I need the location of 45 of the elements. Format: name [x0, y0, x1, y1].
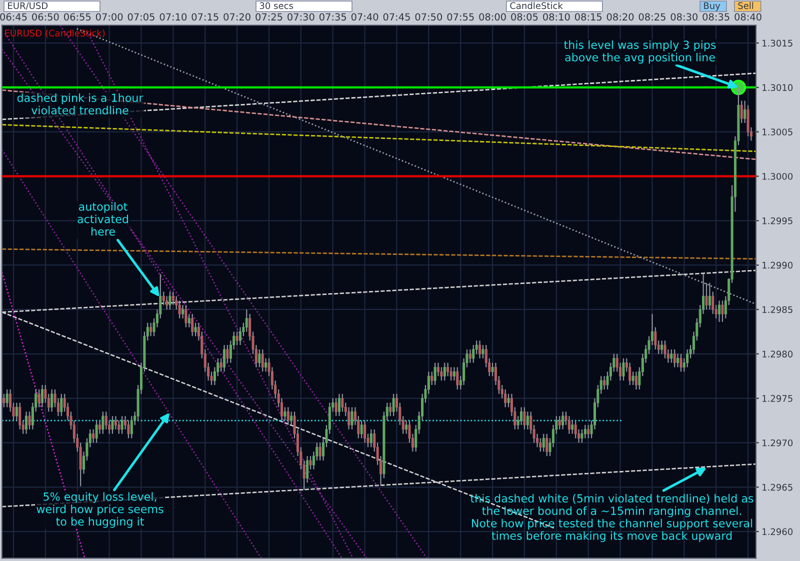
x-tick-label: 07:55 — [447, 13, 474, 21]
y-tick-label: 1.2990 — [762, 262, 793, 269]
y-tick-label: 1.2980 — [762, 350, 793, 358]
x-tick-label: 08:20 — [606, 13, 634, 21]
x-tick-label: 07:40 — [351, 13, 378, 21]
text: Buy — [704, 2, 720, 11]
x-tick-label: 07:50 — [415, 13, 442, 21]
y-tick-label: 1.2975 — [762, 395, 792, 402]
y-tick-label: 1.3000 — [762, 172, 793, 180]
x-tick-label: 07:15 — [192, 13, 218, 21]
y-tick-label: 1.2985 — [762, 306, 792, 314]
y-tick-label: 1.2965 — [762, 484, 792, 491]
annotation: dashed pink is a 1hour violated trendline — [17, 93, 144, 114]
y-tick-label: 1.3015 — [762, 40, 792, 47]
x-tick-label: 08:40 — [734, 13, 762, 21]
x-tick-label: 08:25 — [638, 13, 666, 21]
y-tick-label: 1.2995 — [762, 217, 792, 224]
x-tick-label: 08:15 — [574, 13, 602, 21]
x-tick-label: 08:35 — [702, 13, 730, 21]
text: Sell — [738, 2, 754, 10]
y-tick-label: 1.2960 — [762, 528, 793, 536]
x-tick-label: 07:00 — [96, 13, 123, 21]
annotation: this level was simply 3 pips above the avg position line — [564, 40, 716, 64]
y-tick-label: 1.3005 — [762, 128, 792, 136]
text: CandleStick — [510, 2, 563, 10]
x-tick-label: 08:00 — [479, 13, 506, 21]
x-tick-label: 07:20 — [224, 13, 250, 21]
y-tick-label: 1.2970 — [762, 439, 793, 446]
x-tick-label: 07:35 — [319, 13, 346, 21]
annotation: autopilot activated here — [78, 202, 128, 236]
text: EUR/USD — [8, 2, 48, 10]
x-tick-label: 08:05 — [511, 13, 538, 21]
x-tick-label: 07:10 — [160, 13, 187, 21]
x-tick-label: 07:25 — [256, 13, 282, 21]
text: 30 secs — [260, 2, 294, 10]
y-tick-label: 1.3010 — [762, 84, 793, 91]
annotation: 5% equity loss level, weird how price seems to be hugging it — [36, 492, 164, 528]
x-tick-label: 06:55 — [64, 13, 91, 21]
x-tick-label: 08:10 — [543, 13, 570, 21]
x-tick-label: 07:30 — [288, 13, 314, 21]
x-tick-label: 07:05 — [128, 13, 154, 21]
x-tick-label: 07:45 — [383, 13, 410, 21]
x-tick-label: 06:50 — [32, 13, 59, 21]
x-tick-label: 08:30 — [670, 13, 698, 21]
x-tick-label: 06:45 — [0, 13, 27, 21]
